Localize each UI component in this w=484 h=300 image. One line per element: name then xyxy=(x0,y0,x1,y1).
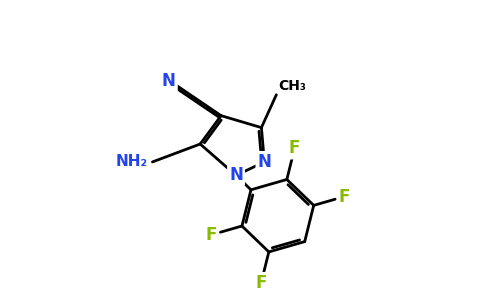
Text: F: F xyxy=(289,140,300,158)
Text: N: N xyxy=(162,72,176,90)
Text: N: N xyxy=(229,167,243,184)
Text: N: N xyxy=(229,167,243,184)
Text: F: F xyxy=(256,274,267,292)
Text: F: F xyxy=(206,226,217,244)
Text: F: F xyxy=(289,140,300,158)
Text: F: F xyxy=(256,274,267,292)
Text: NH₂: NH₂ xyxy=(116,154,148,169)
Text: F: F xyxy=(339,188,350,206)
Text: F: F xyxy=(339,188,350,206)
Text: N: N xyxy=(257,153,272,171)
Text: CH₃: CH₃ xyxy=(278,79,306,93)
Text: N: N xyxy=(257,153,272,171)
Text: F: F xyxy=(206,226,217,244)
Text: NH₂: NH₂ xyxy=(116,154,148,169)
Text: N: N xyxy=(162,72,176,90)
